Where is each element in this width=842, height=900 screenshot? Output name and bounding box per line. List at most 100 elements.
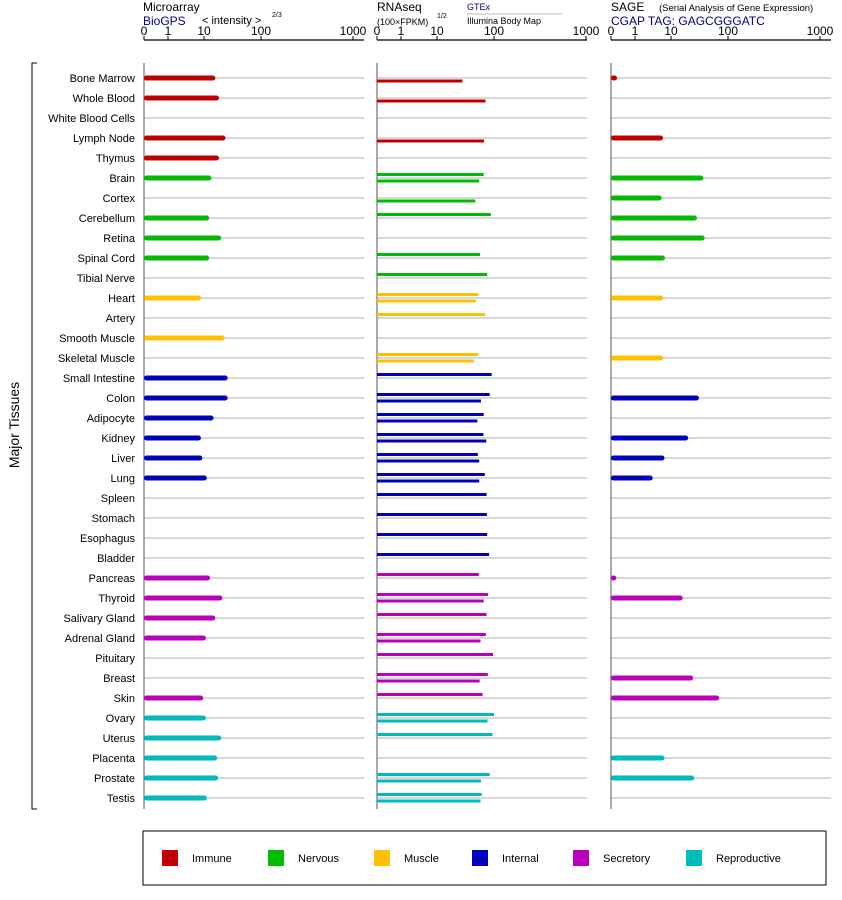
rnaseq-gtex-bar-colon (377, 393, 490, 396)
rnaseq-ibm-bar-adipocyte (377, 419, 478, 423)
rnaseq-gtex-bar-small-intestine (377, 373, 492, 376)
rnaseq-ibm-bar-heart (377, 299, 476, 303)
rnaseq-gtex-bar-uterus (377, 733, 493, 736)
rnaseq-gtex-bar-stomach (377, 513, 487, 516)
rnaseq-tick-label-1000: 1000 (573, 24, 600, 38)
rnaseq-ibm-bar-ovary (377, 719, 488, 723)
rnaseq-ibm-bar-liver (377, 459, 480, 463)
tissue-label-adrenal-gland: Adrenal Gland (65, 633, 135, 645)
rnaseq-gtex-bar-tibial-nerve (377, 273, 488, 276)
tissue-label-spleen: Spleen (101, 493, 135, 505)
rnaseq-gtex-bar-heart (377, 293, 479, 296)
rnaseq-gtex-bar-skin (377, 693, 483, 696)
rnaseq-gtex-bar-pituitary (377, 653, 493, 656)
sage-bar-brain (611, 175, 704, 181)
tissue-label-white-blood-cells: White Blood Cells (48, 113, 135, 125)
rnaseq-gtex-bar-skeletal-muscle (377, 353, 479, 356)
y-axis-bracket (31, 62, 37, 810)
tissue-label-artery: Artery (106, 313, 136, 325)
tissue-label-stomach: Stomach (92, 513, 135, 525)
microarray-scale-power: 2/3 (272, 12, 282, 19)
microarray-bar-prostate (144, 775, 219, 781)
rnaseq-ibm-bar-skeletal-muscle (377, 359, 474, 363)
microarray-bar-lung (144, 475, 207, 481)
rnaseq-ibm-bar-adrenal-gland (377, 639, 481, 643)
rnaseq-ibm-bar-cortex (377, 199, 476, 203)
microarray-bar-thymus (144, 155, 219, 161)
microarray-bar-adrenal-gland (144, 635, 206, 641)
sage-bar-skeletal-muscle (611, 355, 664, 361)
sage-title: SAGE (611, 0, 644, 14)
rnaseq-gtex-bar-spleen (377, 493, 487, 496)
tissue-label-bone-marrow: Bone Marrow (70, 73, 135, 85)
tissue-label-salivary-gland: Salivary Gland (63, 613, 135, 625)
tissue-label-esophagus: Esophagus (80, 533, 136, 545)
sage-bar-pancreas (611, 575, 617, 581)
microarray-bar-kidney (144, 435, 201, 441)
microarray-bar-ovary (144, 715, 206, 721)
sage-bar-placenta (611, 755, 665, 761)
sage-bar-lung (611, 475, 653, 481)
tissue-label-prostate: Prostate (94, 773, 135, 785)
microarray-title: Microarray (143, 0, 200, 14)
tissue-label-brain: Brain (109, 173, 135, 185)
tissue-label-lung: Lung (111, 473, 135, 485)
rnaseq-gtex-bar-brain (377, 173, 484, 176)
rnaseq-ibm-bar-breast (377, 679, 480, 683)
microarray-bar-uterus (144, 735, 222, 741)
microarray-bar-whole-blood (144, 95, 219, 101)
rnaseq-ibm-bar-prostate (377, 779, 481, 783)
microarray-scale-label: < intensity > (202, 15, 261, 27)
sage-bar-heart (611, 295, 664, 301)
tissue-label-retina: Retina (103, 233, 136, 245)
rnaseq-title: RNAseq (377, 0, 422, 14)
legend-swatch-internal (472, 850, 488, 866)
rnaseq-gtex-bar-spinal-cord (377, 253, 481, 256)
rnaseq-gtex-bar-kidney (377, 433, 484, 436)
tissue-label-pituitary: Pituitary (95, 653, 135, 665)
rnaseq-ibm-bar-thyroid (377, 599, 484, 603)
sage-bar-colon (611, 395, 700, 401)
tissue-label-testis: Testis (107, 793, 136, 805)
legend-swatch-secretory (573, 850, 589, 866)
rnaseq-gtex-bar-bladder (377, 553, 490, 556)
rnaseq-gtex-bar-salivary-gland (377, 613, 487, 616)
rnaseq-gtex-bar-thyroid (377, 593, 489, 596)
sage-tick-label-100: 100 (718, 24, 738, 38)
tissue-label-breast: Breast (103, 673, 135, 685)
microarray-bar-retina (144, 235, 222, 241)
microarray-bar-heart (144, 295, 201, 301)
rnaseq-gtex-bar-esophagus (377, 533, 488, 536)
tissue-label-placenta: Placenta (92, 753, 136, 765)
tissue-label-pancreas: Pancreas (89, 573, 136, 585)
tissue-label-ovary: Ovary (106, 713, 136, 725)
tissue-label-spinal-cord: Spinal Cord (78, 253, 135, 265)
microarray-bar-brain (144, 175, 212, 181)
microarray-bar-smooth-muscle (144, 335, 225, 341)
legend-swatch-muscle (374, 850, 390, 866)
legend-label-reproductive: Reproductive (716, 853, 781, 865)
tissue-label-liver: Liver (111, 453, 135, 465)
rnaseq-gtex-bar-ovary (377, 713, 494, 716)
tissue-label-tibial-nerve: Tibial Nerve (77, 273, 135, 285)
legend-label-immune: Immune (192, 853, 232, 865)
tissue-label-skeletal-muscle: Skeletal Muscle (58, 353, 135, 365)
sage-bar-liver (611, 455, 665, 461)
rnaseq-gtex-bar-testis (377, 793, 482, 796)
tissue-label-lymph-node: Lymph Node (73, 133, 135, 145)
tissue-label-cortex: Cortex (103, 193, 136, 205)
sage-bar-breast (611, 675, 694, 681)
rnaseq-gtex-bar-adipocyte (377, 413, 484, 416)
tissue-label-thyroid: Thyroid (98, 593, 135, 605)
tissue-label-whole-blood: Whole Blood (73, 93, 135, 105)
rnaseq-ibm-bar-kidney (377, 439, 487, 443)
legend-swatch-reproductive (686, 850, 702, 866)
legend-label-nervous: Nervous (298, 853, 339, 865)
microarray-bar-salivary-gland (144, 615, 216, 621)
sage-tick-label-1: 1 (632, 24, 639, 38)
sage-tick-label-10: 10 (664, 24, 678, 38)
rnaseq-source-gtex: GTEx (467, 2, 491, 12)
microarray-tick-label-0: 0 (141, 24, 148, 38)
rnaseq-ibm-bar-brain (377, 179, 480, 183)
rnaseq-ibm-bar-testis (377, 799, 481, 803)
